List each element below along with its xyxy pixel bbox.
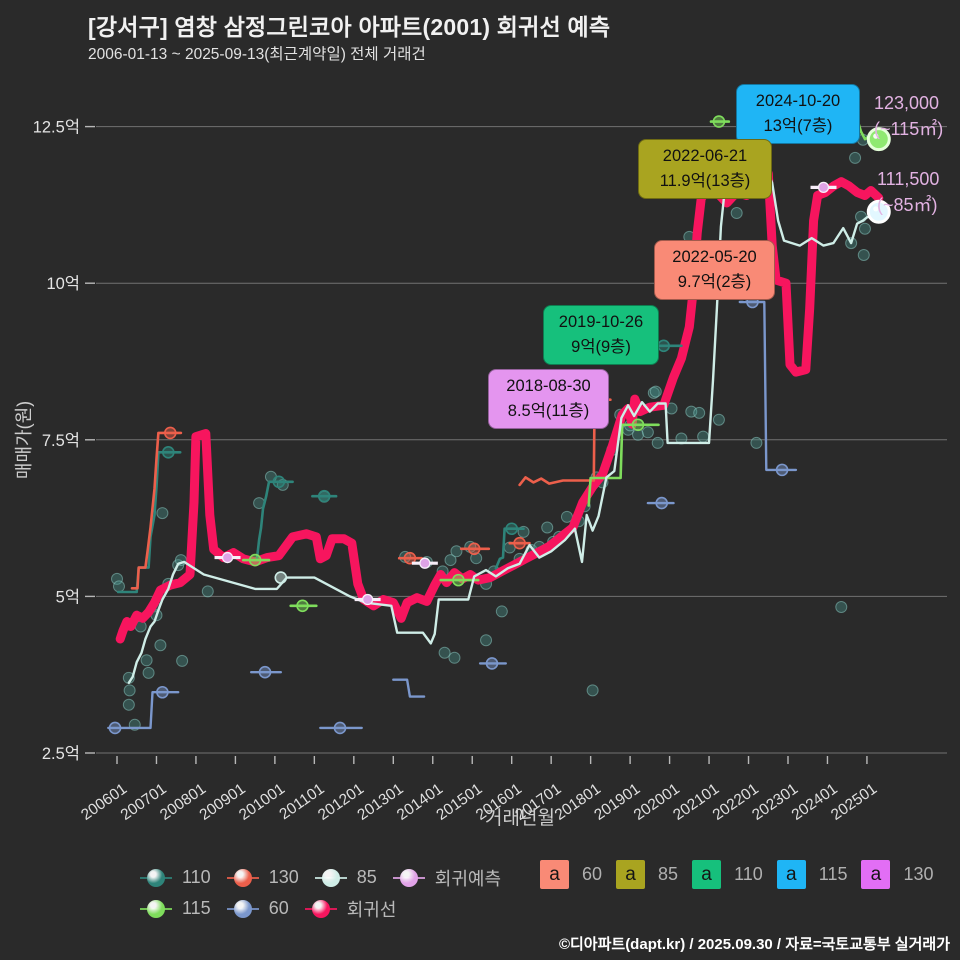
area-legend-label: 110: [734, 864, 763, 884]
legend-item-60[interactable]: 60: [226, 898, 289, 919]
svg-text:12.5억: 12.5억: [33, 118, 80, 137]
area-swatch-icon: a: [616, 860, 646, 889]
legend-item-회귀예측[interactable]: 회귀예측: [392, 865, 502, 891]
area-legend-item-85[interactable]: a 85: [616, 860, 678, 889]
area-swatch-icon: a: [776, 860, 806, 889]
prediction-label-111,500: 111,500 (~85㎡): [877, 169, 940, 216]
annotation-date: 2022-06-21: [662, 147, 748, 165]
annotation-date: 2022-05-20: [672, 248, 757, 266]
legend-item-110[interactable]: 110: [140, 867, 211, 888]
area-type-legend: a 60 a 85 a 110 a 115 a 130: [540, 860, 948, 889]
legend-item-130[interactable]: 130: [226, 867, 299, 888]
annotation-2022-06-21: 2022-06-21 11.9억(13층): [638, 139, 772, 199]
area-swatch-icon: a: [540, 860, 569, 889]
legend-item-label: 85: [356, 867, 377, 887]
prediction-label-123,000: 123,000 (~115㎡): [874, 93, 944, 140]
legend-item-label: 회귀선: [346, 899, 397, 920]
legend-marker-icon: [140, 868, 172, 887]
svg-text:10억: 10억: [46, 274, 80, 293]
annotation-2019-10-26: 2019-10-26 9억(9층): [543, 305, 659, 365]
legend-marker-icon: [304, 899, 337, 918]
legend-item-회귀선[interactable]: 회귀선: [304, 896, 397, 922]
annotation-price: 9억(9층): [571, 337, 631, 356]
annotation-price: 11.9억(13층): [659, 171, 751, 190]
svg-text:7.5억: 7.5억: [42, 431, 80, 450]
annotation-2024-10-20: 2024-10-20 13억(7층): [736, 84, 860, 144]
area-swatch-icon: a: [692, 860, 722, 889]
legend-item-label: 회귀예측: [434, 868, 502, 889]
legend-marker-icon: [226, 868, 259, 887]
svg-text:5억: 5억: [56, 587, 80, 606]
annotation-2018-08-30: 2018-08-30 8.5억(11층): [488, 369, 609, 429]
area-swatch-icon: a: [861, 860, 891, 889]
area-legend-item-60[interactable]: a 60: [540, 860, 602, 889]
legend-marker-icon: [392, 868, 425, 887]
area-legend-label: 60: [582, 864, 603, 884]
svg-text:202501: 202501: [828, 780, 880, 824]
area-legend-item-115[interactable]: a 115: [776, 860, 848, 889]
legend-item-label: 60: [268, 898, 289, 918]
svg-text:거래년월: 거래년월: [485, 807, 555, 829]
legend-item-label: 110: [182, 867, 211, 887]
source-credit: ©디아파트(dapt.kr) / 2025.09.30 / 자료=국토교통부 실…: [558, 936, 950, 953]
legend-item-label: 130: [268, 867, 299, 887]
area-legend-item-130[interactable]: a 130: [861, 860, 934, 889]
area-legend-label: 115: [818, 864, 848, 884]
legend-item-label: 115: [182, 898, 211, 918]
page-subtitle: 2006-01-13 ~ 2025-09-13(최근계약일) 전체 거래건: [88, 46, 426, 63]
svg-text:2.5억: 2.5억: [42, 744, 80, 763]
annotation-price: 8.5억(11층): [507, 401, 590, 420]
legend-marker-icon: [140, 899, 172, 918]
annotation-price: 9.7억(2층): [677, 272, 752, 291]
svg-text:201001: 201001: [236, 780, 288, 824]
area-legend-label: 85: [658, 864, 679, 884]
legend-item-85[interactable]: 85: [314, 867, 377, 888]
annotation-price: 13억(7층): [763, 116, 833, 135]
area-legend-item-110[interactable]: a 110: [692, 860, 763, 889]
annotation-2022-05-20: 2022-05-20 9.7억(2층): [654, 240, 775, 300]
legend-marker-icon: [314, 868, 347, 887]
annotation-date: 2019-10-26: [558, 313, 644, 331]
legend-item-115[interactable]: 115: [140, 898, 211, 919]
annotation-date: 2018-08-30: [506, 377, 591, 395]
area-legend-label: 130: [903, 864, 934, 884]
svg-text:매매가(원): 매매가(원): [14, 401, 34, 479]
line-series-legend: 110 130 85 회귀예측 115 60 회귀선: [140, 862, 517, 924]
page-title: [강서구] 염창 삼정그린코아 아파트(2001) 회귀선 예측: [88, 14, 611, 40]
legend-marker-icon: [226, 899, 259, 918]
annotation-date: 2024-10-20: [755, 92, 841, 110]
